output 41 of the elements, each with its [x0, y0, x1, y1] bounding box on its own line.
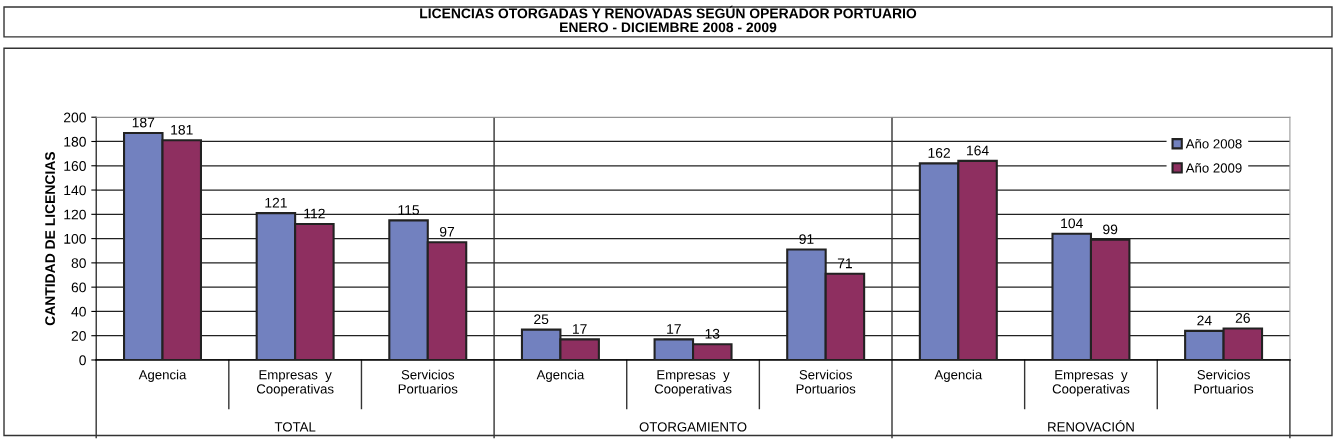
data-label: 115 — [398, 205, 420, 215]
data-label: 25 — [534, 314, 549, 325]
y-tick-label: 40 — [71, 306, 86, 317]
x-tick-label: Servicios Portuarios — [1194, 369, 1254, 394]
x-tick-label: Servicios Portuarios — [796, 369, 856, 394]
x-tick-label: Agencia — [536, 369, 585, 382]
text: OTORGAMIENTO — [639, 422, 747, 432]
legend-label: Año 2009 — [1185, 163, 1242, 173]
data-label: 97 — [439, 226, 455, 237]
y-tick-label: 160 — [64, 161, 86, 171]
text: RENOVACIÓN — [1048, 420, 1134, 432]
x-tick-label: Agencia — [934, 369, 983, 382]
data-label: 17 — [572, 324, 587, 334]
y-tick-label: 80 — [71, 258, 86, 269]
y-axis-title: CANTIDAD DE LICENCIAS — [45, 151, 55, 326]
y-tick-label: 120 — [64, 209, 86, 220]
data-label: 162 — [928, 147, 950, 158]
y-tick-label: 60 — [71, 282, 86, 293]
data-label: 104 — [1061, 218, 1083, 229]
data-label: 26 — [1235, 313, 1250, 323]
text: TOTAL — [274, 422, 316, 432]
y-tick-label: 0 — [79, 355, 86, 366]
y-tick-label: 180 — [64, 136, 86, 147]
data-label: 121 — [265, 197, 287, 208]
x-tick-label: Empresas y Cooperativas — [1052, 370, 1130, 397]
chart-title: LICENCIAS OTORGADAS Y RENOVADAS SEGÚN OPERADOR PORTUARIO ENERO - DICIEMBRE 2008 - 2009 — [420, 5, 917, 33]
y-tick-label: 100 — [64, 233, 86, 244]
y-tick-label: 140 — [64, 185, 86, 196]
y-tick-label: 20 — [71, 331, 86, 341]
x-tick-label: Servicios Portuarios — [398, 369, 458, 394]
x-tick-label: Empresas y Cooperativas — [654, 370, 732, 397]
legend-label: Año 2008 — [1185, 138, 1242, 149]
y-tick-label: 200 — [64, 112, 86, 123]
x-tick-label: Agencia — [138, 369, 187, 382]
data-label: 17 — [667, 324, 681, 334]
data-label: 187 — [132, 117, 155, 128]
data-label: 99 — [1103, 224, 1118, 235]
data-label: 181 — [171, 124, 193, 135]
data-label: 24 — [1197, 315, 1212, 326]
x-tick-label: Empresas y Cooperativas — [256, 370, 334, 397]
data-label: 164 — [967, 145, 989, 156]
